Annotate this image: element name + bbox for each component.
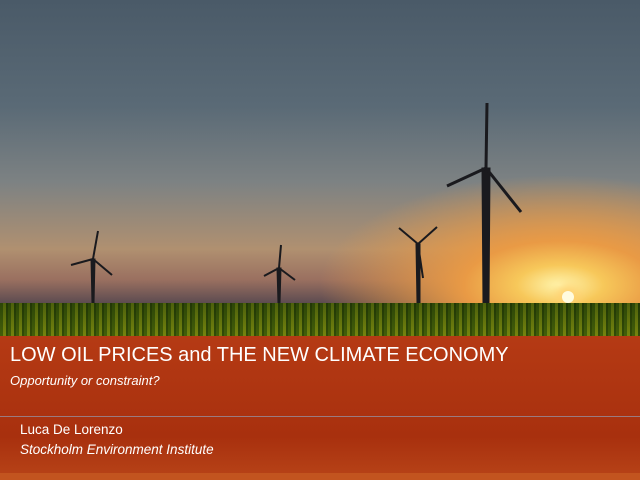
slide-subtitle: Opportunity or constraint? (10, 373, 160, 388)
wind-turbines-illustration (70, 102, 523, 304)
divider (0, 416, 640, 417)
author-name: Luca De Lorenzo (20, 422, 123, 437)
sun (562, 291, 574, 303)
rapeseed-field (0, 303, 640, 337)
wind-turbine-large (446, 102, 523, 304)
author-organization: Stockholm Environment Institute (20, 442, 214, 457)
wind-turbine-small-center (263, 244, 296, 304)
sunset-sky-background (0, 0, 640, 304)
slide-title: LOW OIL PRICES and THE NEW CLIMATE ECONO… (10, 344, 509, 366)
wind-turbine-small-left (70, 230, 113, 304)
title-band (0, 336, 640, 480)
wind-turbine-medium (398, 226, 438, 304)
title-band-bottom-strip (0, 473, 640, 480)
